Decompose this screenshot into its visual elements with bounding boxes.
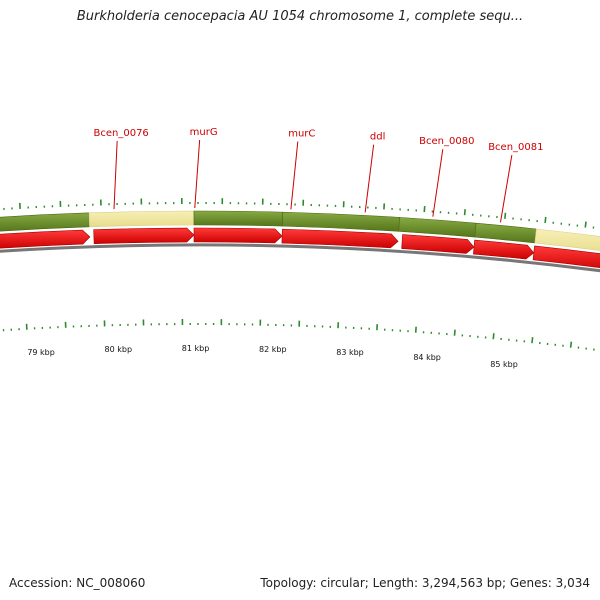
- scale-label: 84 kbp: [413, 353, 441, 362]
- gene-segment[interactable]: [474, 222, 537, 244]
- gene-label-leader: [194, 139, 201, 209]
- gene-label[interactable]: murC: [288, 129, 315, 140]
- scale-label: 85 kbp: [490, 360, 518, 369]
- gene-label[interactable]: ddl: [370, 132, 385, 143]
- scale-label: 83 kbp: [336, 348, 364, 357]
- map-title: Burkholderia cenocepacia AU 1054 chromos…: [76, 9, 524, 24]
- backbone-circle: [0, 243, 600, 273]
- backbone-track: [0, 243, 600, 273]
- scale-label: 81 kbp: [182, 344, 210, 353]
- gene-label[interactable]: Bcen_0076: [94, 128, 149, 139]
- gene-segment[interactable]: [0, 212, 90, 232]
- accession-text: Accession: NC_008060: [9, 576, 146, 590]
- scale-tick: [453, 329, 456, 336]
- tick-layer: [2, 198, 595, 351]
- scale-tick: [569, 341, 573, 348]
- scale-label: 80 kbp: [105, 345, 133, 354]
- label-layer: Bcen_0076 murG murC ddl Bcen_0080 Bcen_0081 79…: [27, 127, 543, 369]
- cds-arrow[interactable]: [473, 239, 535, 260]
- cds-arrow[interactable]: [281, 228, 399, 249]
- scale-label: 82 kbp: [259, 345, 287, 354]
- sequence-summary: Topology: circular; Length: 3,294,563 bp…: [260, 576, 590, 590]
- gene-track: [0, 210, 600, 256]
- cds-arrow[interactable]: [193, 227, 283, 244]
- cds-arrow[interactable]: [93, 227, 195, 245]
- gene-label-leader: [432, 149, 444, 217]
- gene-segment[interactable]: [398, 217, 477, 238]
- gene-segment[interactable]: [193, 210, 284, 227]
- gene-label-leader: [364, 144, 375, 213]
- gene-label-leader: [290, 141, 299, 210]
- outer-tick: [544, 216, 547, 223]
- gene-label[interactable]: Bcen_0080: [419, 136, 474, 147]
- outer-tick: [504, 212, 507, 219]
- cds-arrow[interactable]: [0, 229, 91, 249]
- gene-segment[interactable]: [88, 210, 195, 228]
- scale-label: 79 kbp: [27, 348, 55, 357]
- cds-track: [0, 227, 600, 272]
- cds-arrow[interactable]: [401, 234, 475, 254]
- cds-arrow[interactable]: [532, 245, 600, 272]
- gene-label[interactable]: Bcen_0081: [488, 142, 543, 153]
- gene-segment[interactable]: [534, 228, 600, 256]
- scale-tick: [531, 337, 534, 344]
- outer-tick: [463, 209, 466, 216]
- gene-label-leader: [499, 155, 513, 223]
- scale-tick: [492, 333, 495, 340]
- gene-label-leader: [113, 140, 118, 210]
- gene-label[interactable]: murG: [190, 127, 218, 138]
- gene-segment[interactable]: [282, 211, 400, 232]
- outer-tick: [584, 221, 587, 228]
